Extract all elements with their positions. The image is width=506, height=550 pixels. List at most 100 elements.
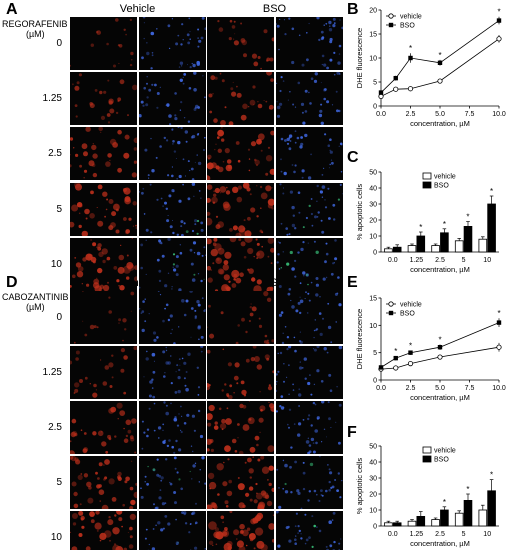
point-e-1-2 [408, 350, 413, 355]
x-tick-label-c-2: 2.5 [435, 257, 445, 264]
legend-label-c-0: vehicle [434, 174, 456, 181]
point-b-1-1 [393, 75, 398, 81]
x-tick-label-e-0: 0.0 [376, 385, 386, 392]
point-e-0-1 [393, 365, 399, 371]
panel-label-d: D [6, 274, 18, 291]
x-tick-label-e-3: 7.5 [465, 385, 475, 392]
bar-c-1-2 [440, 232, 449, 253]
point-e-1-1 [393, 355, 398, 361]
x-tick-label-c-1: 1.25 [410, 257, 424, 264]
significance-c-3: * [466, 213, 469, 222]
y-tick-label-f-5: 50 [369, 444, 377, 451]
micrograph-bottom-r0-c0 [70, 291, 137, 344]
y-axis-label-e: DHE fluorescence [355, 309, 364, 369]
y-tick-label-c-0: 0 [373, 250, 377, 257]
panel-label-f: F [347, 424, 357, 441]
point-b-1-2 [408, 55, 413, 61]
bar-c-0-4 [478, 238, 488, 253]
x-tick-label-f-2: 2.5 [435, 531, 445, 538]
x-tick-label-f-1: 1.25 [410, 531, 424, 538]
y-tick-label-f-1: 10 [369, 508, 377, 515]
y-tick-label-c-3: 30 [369, 202, 377, 209]
bar-c-1-1 [416, 235, 426, 253]
significance-e-4: * [497, 309, 500, 318]
micrograph-bottom-r2-c0 [70, 401, 137, 454]
y-tick-label-e-0: 0 [373, 378, 377, 385]
x-tick-label-e-4: 10.0 [492, 385, 506, 392]
point-b-1-4 [496, 18, 502, 23]
chart-c: 0 10 20 30 40 50 % apoptotic cells concentratio… [355, 170, 499, 274]
y-tick-label-b-4: 20 [369, 8, 377, 15]
point-b-0-4 [496, 36, 502, 42]
chart-f: 0 10 20 30 40 50 % apoptotic cells concentratio… [355, 444, 499, 548]
micrograph-bottom-r3-c0 [70, 456, 137, 509]
panel-label-c: C [347, 149, 359, 166]
point-e-0-3 [437, 354, 443, 360]
micrograph-bottom-r3-c3 [276, 456, 343, 509]
point-b-0-0 [378, 93, 384, 100]
legend-label-f-0: vehicle [434, 448, 456, 455]
x-tick-label-f-3: 5 [462, 531, 466, 538]
bar-f-1-1 [416, 516, 426, 527]
concentration-label-top-2: 2.5 [48, 147, 62, 159]
point-b-0-2 [407, 86, 414, 92]
series-line-b-0 [380, 38, 500, 97]
legend-label-f-1: BSO [434, 457, 449, 464]
chart-e: 0 5 10 15 DHE fluorescence concentration, µM 0… [355, 296, 506, 403]
y-tick-label-b-3: 15 [369, 32, 377, 39]
significance-e-1: * [394, 347, 397, 356]
legend-marker-b-1 [388, 22, 394, 28]
bar-f-1-4 [487, 490, 496, 527]
legend-swatch-f-1 [422, 455, 432, 463]
micrograph-top-r3-c2 [207, 183, 274, 236]
micrograph-bottom-r1-c3 [276, 346, 343, 399]
micrograph-bottom-r1-c0 [70, 346, 137, 399]
x-axis-label-e: concentration, µM [410, 393, 470, 402]
y-axis-label-c: % apoptotic cells [355, 184, 364, 241]
significance-e-3: * [438, 335, 441, 344]
significance-c-2: * [443, 220, 446, 229]
micrograph-bottom-r3-c1 [139, 456, 206, 509]
x-axis-label-f: concentration, µM [410, 539, 470, 548]
micrograph-bottom-r4-c1 [139, 511, 206, 550]
micrograph-top-r4-c0 [70, 238, 137, 291]
x-tick-label-b-0: 0.0 [376, 111, 386, 118]
unit-label-top: (µM) [26, 29, 45, 39]
bar-f-1-2 [440, 509, 449, 527]
micrograph-top-r1-c0 [70, 72, 137, 125]
legend-marker-e-1 [388, 310, 394, 316]
concentration-label-bottom-1: 1.25 [42, 366, 62, 378]
bar-c-0-1 [407, 245, 417, 253]
bar-f-0-3 [454, 512, 464, 527]
point-e-1-0 [378, 365, 384, 370]
significance-b-4: * [497, 8, 500, 17]
micrograph-top-r2-c3 [276, 127, 343, 180]
y-tick-label-b-1: 5 [373, 80, 377, 87]
legend-swatch-c-1 [422, 181, 432, 189]
concentration-label-top-0: 0 [56, 37, 62, 49]
micrograph-bottom-r4-c0 [70, 511, 137, 550]
micrograph-bottom-r0-c1 [139, 291, 206, 344]
bar-f-1-3 [463, 500, 473, 527]
micrograph-bottom-r3-c2 [207, 456, 274, 509]
y-tick-label-b-0: 0 [373, 104, 377, 111]
significance-e-2: * [409, 341, 412, 350]
micrograph-bottom-r2-c1 [139, 401, 206, 454]
x-tick-label-e-2: 5.0 [435, 385, 445, 392]
y-tick-label-b-2: 10 [369, 56, 377, 63]
y-tick-label-c-2: 20 [369, 218, 377, 225]
x-tick-label-c-4: 10 [483, 257, 491, 264]
col-header-bso-top: BSO [262, 3, 287, 15]
y-axis-label-f: % apoptotic cells [355, 458, 364, 515]
y-tick-label-f-2: 20 [369, 492, 377, 499]
panel-label-a: A [6, 1, 18, 18]
x-tick-label-b-1: 2.5 [406, 111, 416, 118]
y-tick-label-e-2: 10 [369, 323, 377, 330]
significance-f-2: * [443, 498, 446, 507]
point-e-0-2 [407, 361, 414, 367]
x-tick-label-e-1: 2.5 [406, 385, 416, 392]
y-tick-label-e-3: 15 [369, 296, 377, 303]
concentration-label-top-4: 10 [50, 258, 62, 270]
significance-c-4: * [490, 187, 493, 196]
point-e-0-4 [496, 344, 502, 350]
